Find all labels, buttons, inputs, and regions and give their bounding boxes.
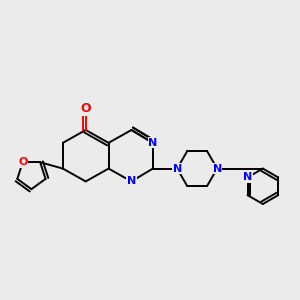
- Text: N: N: [148, 138, 158, 148]
- Text: N: N: [212, 164, 222, 174]
- Text: O: O: [18, 157, 27, 167]
- Text: N: N: [127, 176, 136, 186]
- Text: O: O: [80, 102, 91, 115]
- Text: N: N: [243, 172, 252, 182]
- Text: N: N: [172, 164, 182, 174]
